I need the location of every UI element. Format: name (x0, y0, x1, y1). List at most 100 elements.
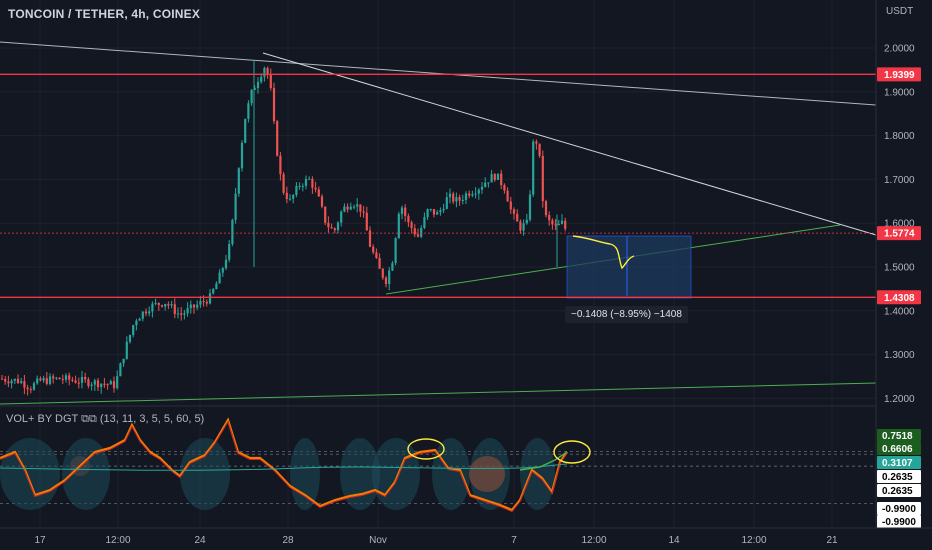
horizontal-levels[interactable] (0, 73, 876, 298)
candle-body (167, 303, 170, 306)
candle-body (359, 204, 362, 212)
candle-body (468, 193, 471, 196)
candle-body (426, 209, 429, 218)
candle-body (285, 192, 288, 200)
candle-body (509, 201, 512, 210)
candle-body (125, 341, 128, 359)
time-tick: 24 (194, 535, 206, 546)
candle-body (471, 194, 474, 196)
time-tick: 12:00 (105, 535, 130, 546)
candle-body (340, 211, 343, 223)
candle-body (292, 194, 295, 199)
candle-body (500, 173, 503, 186)
candle-body (173, 304, 176, 314)
price-axis[interactable]: 2.0000 1.9000 1.8000 1.7000 1.6000 1.5000 1.40… (884, 44, 915, 405)
candle-body (29, 389, 32, 391)
price-tick: 1.4000 (884, 306, 915, 317)
candle-body (445, 197, 448, 209)
candle-body (36, 378, 39, 384)
measure-box[interactable] (566, 235, 692, 299)
indicator-badge-text: 0.2635 (882, 486, 913, 497)
candle-body (407, 215, 410, 223)
candle-body (157, 302, 160, 306)
candle-body (381, 268, 384, 278)
indicator-badge-text: 0.6606 (882, 444, 913, 455)
candle-body (87, 379, 90, 386)
indicator-badge (877, 470, 921, 483)
price-badge-text: 1.5774 (884, 229, 915, 240)
candle-body (39, 378, 42, 381)
candle-body (58, 377, 61, 380)
time-tick: 17 (34, 535, 46, 546)
candle-body (266, 68, 269, 75)
candle-body (260, 76, 263, 82)
candle-body (384, 277, 388, 285)
candle-body (237, 168, 240, 194)
time-tick: 14 (668, 535, 680, 546)
candle-body (196, 304, 199, 308)
candle-body (106, 384, 109, 386)
annotation-circle[interactable] (407, 438, 445, 460)
price-tick: 1.6000 (884, 219, 915, 230)
candle-body (420, 227, 423, 237)
candle-body (439, 210, 442, 213)
candle-body (554, 224, 557, 226)
candle-body (269, 74, 272, 89)
candle-body (42, 378, 45, 381)
candle-body (224, 259, 228, 269)
candle-body (436, 212, 439, 215)
candle-body (148, 311, 151, 314)
candle-body (535, 141, 538, 144)
candle-body (199, 301, 202, 305)
indicator-label[interactable]: VOL+ BY DGT ⧉⧉ (13, 11, 3, 5, 5, 60, 5) (6, 413, 205, 425)
time-tick: 12:00 (741, 535, 766, 546)
indicator-badge (877, 515, 921, 528)
candle-body (112, 381, 116, 389)
candle-body (487, 182, 490, 184)
time-tick: 21 (826, 535, 838, 546)
trendline-descending (262, 52, 877, 236)
candle-body (506, 190, 509, 202)
candle-body (23, 381, 26, 388)
price-tick: 1.8000 (884, 131, 915, 142)
price-badge (877, 67, 921, 82)
signal-line (0, 463, 568, 471)
candle-body (493, 174, 496, 180)
candle-body (176, 313, 180, 315)
candle-body (378, 257, 381, 269)
candle-body (327, 222, 330, 228)
candle-body (247, 103, 250, 119)
candle-body (64, 375, 68, 380)
time-axis[interactable]: 17 12:00 24 28 Nov 7 12:00 14 12:00 21 (34, 535, 838, 546)
candle-body (528, 194, 532, 220)
candle-body (416, 234, 420, 237)
price-badges: 1.9399 1.5774 1.4308 (877, 67, 921, 305)
candle-body (388, 270, 391, 285)
candle-body (170, 304, 173, 306)
candle-body (464, 193, 468, 200)
annotation-circle[interactable] (553, 440, 591, 464)
candle-body (55, 377, 58, 379)
price-tick: 1.3000 (884, 350, 915, 361)
volatility-band (0, 438, 60, 510)
time-tick: 7 (511, 535, 517, 546)
price-tick: 1.9000 (884, 87, 915, 98)
candle-body (362, 211, 365, 213)
candle-body (189, 304, 192, 309)
candle-body (352, 206, 356, 208)
candle-body (282, 174, 285, 193)
candle-body (138, 318, 141, 321)
candle-body (32, 383, 36, 390)
candle-body (432, 209, 436, 215)
candle-body (560, 220, 564, 224)
candle-body (410, 222, 413, 229)
indicator-badge (877, 442, 921, 455)
oscillator-highlight (519, 451, 568, 471)
price-badge (877, 290, 921, 305)
candle-body (100, 383, 103, 388)
indicator-pane (0, 417, 876, 513)
price-unit: USDT (886, 6, 914, 17)
candle-body (276, 121, 279, 156)
candle-body (349, 206, 352, 210)
